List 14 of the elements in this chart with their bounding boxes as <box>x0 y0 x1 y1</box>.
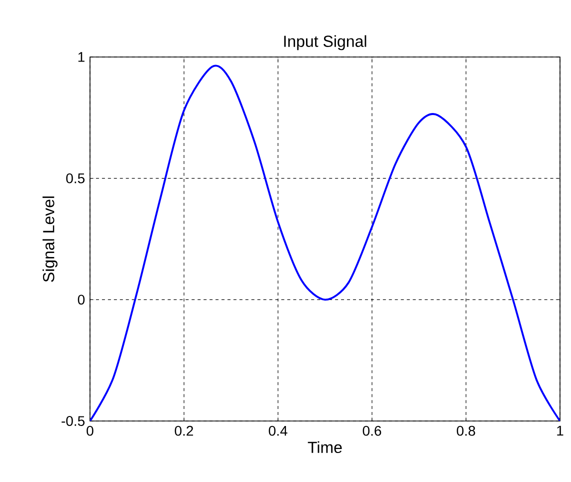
x-axis-title: Time <box>308 441 342 454</box>
y-tick-label: -0.5 <box>62 416 85 426</box>
y-tick-label: 1 <box>78 52 84 62</box>
y-tick-label: 0 <box>78 294 85 305</box>
x-tick-label: 0 <box>86 426 94 436</box>
chart-title: Input Signal <box>284 35 366 50</box>
x-tick-label: 0.6 <box>362 426 382 436</box>
x-tick-label: 0.8 <box>456 426 476 436</box>
x-tick-label: 0.2 <box>174 426 194 436</box>
y-tick-label: 0.5 <box>66 173 85 184</box>
x-tick-label: 0.4 <box>268 426 288 436</box>
y-axis-title: Signal Level <box>42 196 58 282</box>
x-tick-label: 1 <box>557 426 564 436</box>
line-series <box>90 64 560 421</box>
